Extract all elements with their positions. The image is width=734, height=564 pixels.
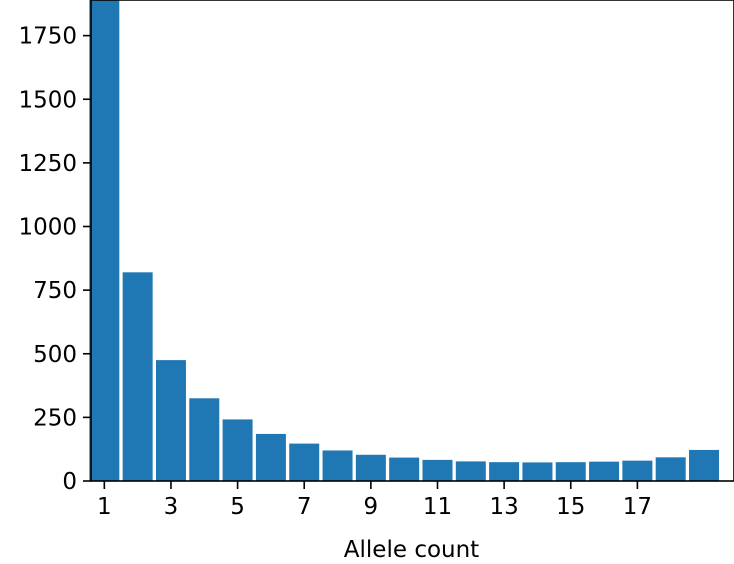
y-tick-label: 1500: [18, 87, 77, 113]
bar-17: [622, 460, 653, 481]
x-axis-label: Allele count: [344, 537, 479, 563]
bar-19: [689, 449, 720, 481]
y-tick-label: 750: [33, 278, 77, 304]
x-tick-label: 15: [556, 494, 585, 520]
bar-11: [422, 459, 453, 481]
bar-2: [122, 272, 153, 481]
x-tick-label: 11: [423, 494, 452, 520]
bar-16: [589, 461, 620, 481]
bar-5: [222, 419, 253, 481]
bar-18: [655, 457, 686, 481]
x-tick-label: 3: [164, 494, 179, 520]
x-tick-label: 5: [230, 494, 245, 520]
x-tick-label: 7: [297, 494, 312, 520]
y-axis-ticks: 0 250 500 750 1000 1250 1500 1750: [18, 24, 91, 495]
bar-3: [155, 360, 186, 481]
bar-4: [189, 398, 220, 481]
x-tick-label: 1: [97, 494, 112, 520]
bar-1: [89, 0, 120, 481]
y-tick-label: 250: [33, 405, 77, 431]
bar-12: [455, 461, 486, 481]
bars-group: [89, 0, 720, 481]
bar-10: [389, 457, 420, 481]
plot-frame: [90, 0, 734, 482]
y-tick-label: 1750: [18, 24, 77, 50]
bar-9: [355, 454, 386, 481]
y-tick-label: 1250: [18, 151, 77, 177]
bar-6: [255, 433, 286, 481]
bar-8: [322, 450, 353, 481]
bar-7: [289, 443, 320, 481]
x-tick-label: 17: [623, 494, 652, 520]
x-tick-label: 13: [489, 494, 518, 520]
y-tick-label: 0: [62, 469, 77, 495]
x-tick-label: 9: [364, 494, 379, 520]
bar-14: [522, 462, 553, 481]
bar-13: [489, 462, 520, 481]
bar-15: [555, 462, 586, 481]
y-tick-label: 1000: [18, 215, 77, 241]
x-axis-ticks: 1 3 5 7 9 11 13 15 17: [97, 481, 652, 520]
y-tick-label: 500: [33, 342, 77, 368]
